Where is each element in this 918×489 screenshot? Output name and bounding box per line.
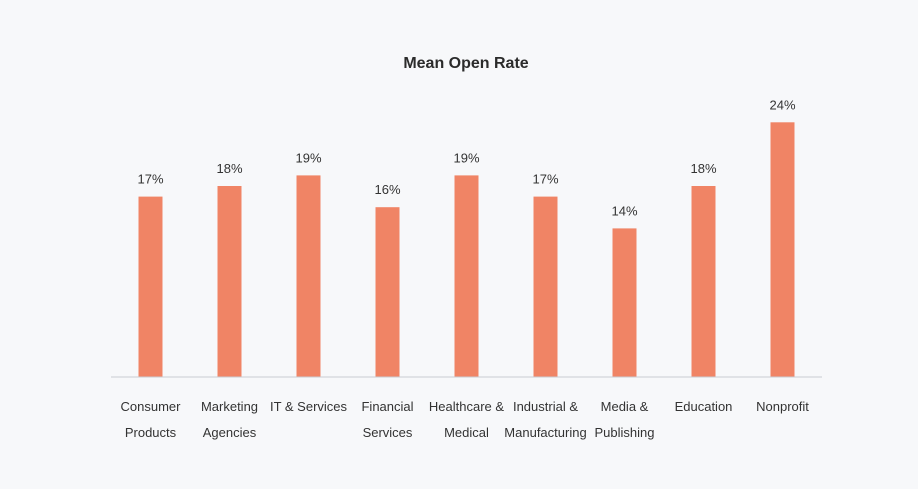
x-tick-label-line: Financial [361,399,413,414]
x-tick-label-line: Media & [601,399,649,414]
x-tick-label-line: Agencies [203,425,257,440]
bar-value-label: 18% [216,161,242,176]
bars-group [138,122,795,377]
bar [296,175,321,377]
x-tick-label-line: Publishing [595,425,655,440]
chart-title: Mean Open Rate [403,55,528,72]
bar-value-label: 19% [295,150,321,165]
x-tick-label-line: Manufacturing [504,425,586,440]
x-tick-label-line: Marketing [201,399,258,414]
bar [217,186,242,377]
x-tick-label-line: Nonprofit [756,399,809,414]
x-tick-label: Media & Publishing [595,399,655,440]
x-tick-label-line: Education [675,399,733,414]
bar-value-label: 17% [532,172,558,187]
x-tick-label-line: Healthcare & [429,399,504,414]
x-tick-label-line: Industrial & [513,399,578,414]
x-tick-label: Healthcare & Medical [429,399,504,440]
x-tick-label-line: Products [125,425,177,440]
x-tick-label-line: Medical [444,425,489,440]
x-tick-label: Education [675,399,733,414]
bar [691,186,716,377]
bar-value-label: 24% [769,97,795,112]
x-tick-label: Marketing Agencies [201,399,258,440]
bar [138,196,163,377]
bar [612,228,637,377]
x-tick-label-line: IT & Services [270,399,348,414]
bar-value-label: 17% [137,172,163,187]
x-tick-label-line: Consumer [121,399,182,414]
x-tick-label: IT & Services [270,399,348,414]
bar-value-label: 18% [690,161,716,176]
x-tick-labels-group: Consumer Products Marketing Agencies IT & Se… [121,399,810,440]
value-labels-group: 17% 18% 19% 16% 19% 17% 14% 18% 24% [137,97,795,218]
bar-value-label: 14% [611,203,637,218]
bar [454,175,479,377]
bar [533,196,558,377]
bar-value-label: 19% [453,150,479,165]
x-tick-label: Consumer Products [121,399,182,440]
bar [770,122,795,377]
bar [375,207,400,377]
x-tick-label: Financial Services [361,399,413,440]
x-tick-label-line: Services [363,425,413,440]
x-tick-label: Nonprofit [756,399,809,414]
x-tick-label: Industrial & Manufacturing [504,399,586,440]
bar-value-label: 16% [374,182,400,197]
